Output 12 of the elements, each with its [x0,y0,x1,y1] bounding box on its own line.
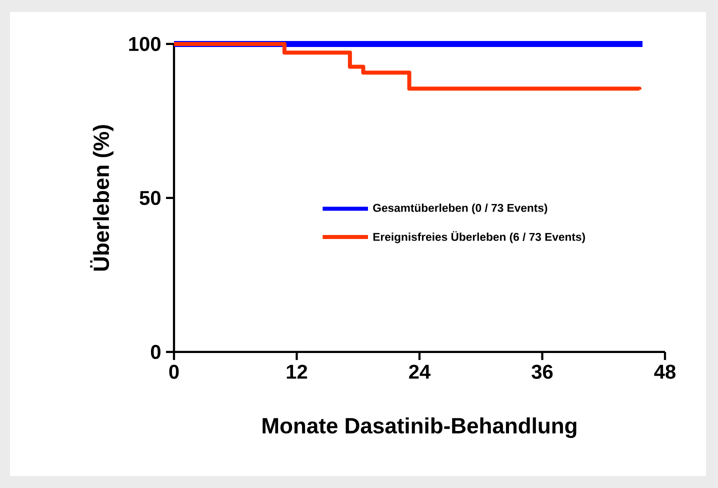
x-tick-label: 36 [532,364,553,379]
y-tick-label: 50 [140,190,160,206]
legend-label: Ereignisfreies Überleben (6 / 73 Events) [373,231,585,244]
y-axis-title: Überleben (%) [90,125,114,271]
x-axis-title: Monate Dasatinib-Behandlung [262,417,576,438]
x-tick-label: 48 [654,364,676,379]
legend-label: Gesamtüberleben (0 / 73 Events) [373,204,548,214]
y-tick-label: 0 [150,344,160,360]
x-tick-label: 0 [169,364,179,379]
y-tick-label: 100 [129,36,160,52]
x-tick-label: 24 [409,364,431,379]
x-tick-label: 12 [286,364,308,379]
